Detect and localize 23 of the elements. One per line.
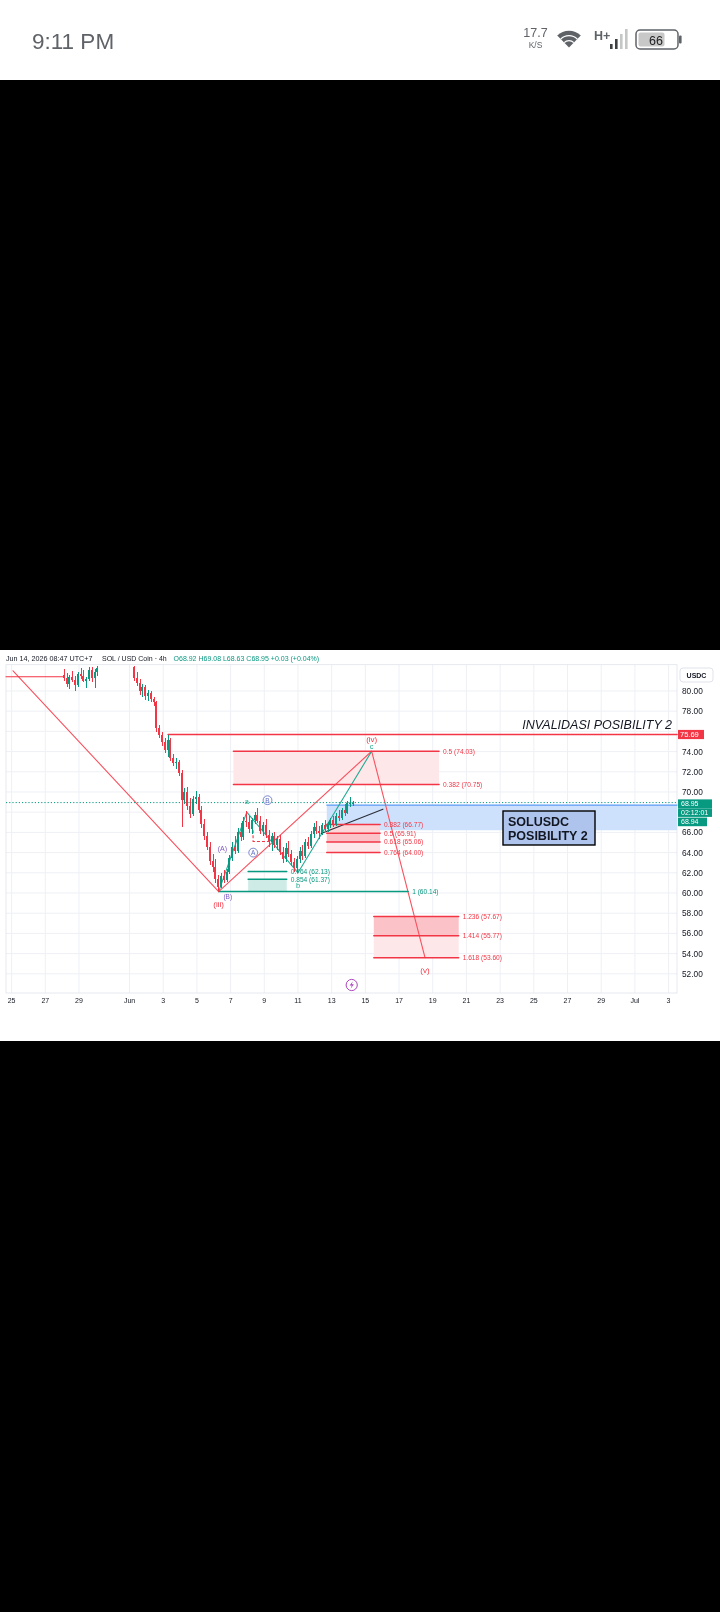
text: 66 <box>649 33 663 48</box>
y-tick-label: 60.00 <box>682 887 704 898</box>
y-tick-label: 64.00 <box>682 847 704 858</box>
y-tick-label: 56.00 <box>682 928 704 939</box>
text: K/S <box>528 40 543 51</box>
y-tick-label: 62.00 <box>682 867 704 878</box>
y-tick-label: 74.00 <box>682 746 704 757</box>
y-tick-label: 70.00 <box>682 786 704 797</box>
annotation: (iv) <box>366 734 378 744</box>
y-tick-label: 58.00 <box>682 908 704 919</box>
series-label: INVALIDASI POSIBILITY 2 <box>522 717 673 732</box>
y-tick-label: 66.00 <box>682 827 704 838</box>
y-tick-label: 80.00 <box>682 685 704 696</box>
annotation: (v) <box>420 965 431 975</box>
y-tick-label: 72.00 <box>682 766 704 777</box>
text: 17.7 <box>523 26 548 40</box>
text: 9:11 PM <box>32 29 115 54</box>
annotation: SOLUSDC POSIBILITY 2 <box>508 815 588 843</box>
text: H+ <box>594 28 611 43</box>
y-tick-label: 54.00 <box>682 948 704 959</box>
annotation: (iii) <box>213 899 225 909</box>
y-tick-label: 52.00 <box>682 968 704 979</box>
y-tick-label: 78.00 <box>682 706 704 717</box>
